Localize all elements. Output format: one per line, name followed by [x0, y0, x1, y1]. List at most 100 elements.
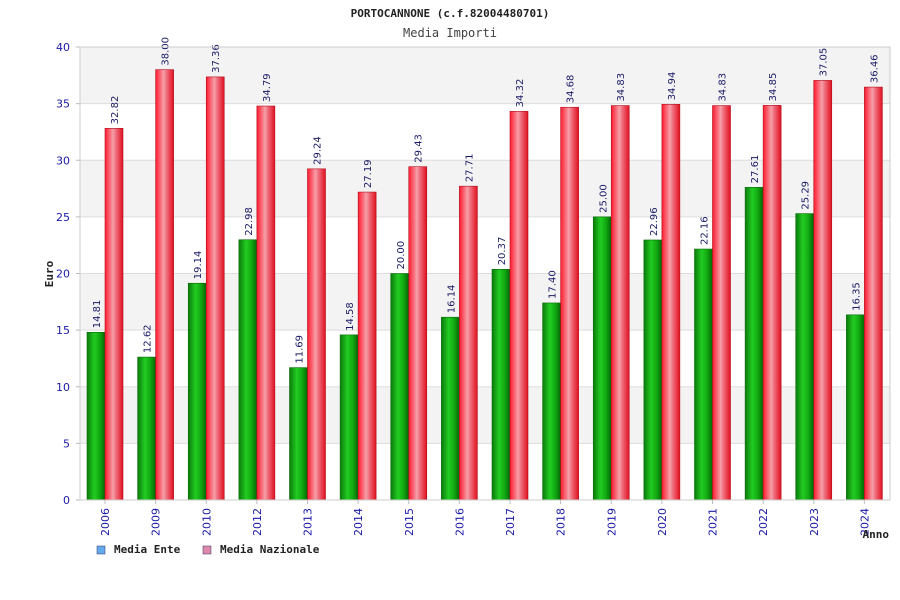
value-label-media-ente-2015: 20.00 [396, 241, 407, 270]
x-tick-label-2016: 2016 [453, 508, 466, 536]
bar-media-ente-2013 [289, 367, 308, 501]
y-axis-title: Euro [43, 260, 56, 287]
value-label-media-nazionale-2010: 37.36 [211, 44, 222, 73]
y-axis-ticks: 0 5 10 15 20 25 30 35 40 [56, 41, 80, 507]
value-label-media-ente-2019: 25.00 [598, 184, 609, 213]
value-label-media-ente-2020: 22.96 [649, 207, 660, 236]
value-label-media-nazionale-2021: 34.83 [718, 73, 729, 102]
bar-media-ente-2012 [238, 239, 258, 501]
y-tick-label-0: 0 [63, 494, 70, 507]
bar-media-ente-2017 [491, 269, 511, 501]
bar-media-nazionale-2024 [864, 86, 883, 501]
bar-media-nazionale-2014 [357, 191, 377, 501]
x-tick-label-2021: 2021 [707, 508, 720, 536]
value-label-media-nazionale-2009: 38.00 [161, 37, 172, 66]
x-tick-label-2017: 2017 [504, 508, 517, 536]
bar-media-nazionale-2021 [712, 105, 731, 501]
bar-media-nazionale-2019 [610, 105, 630, 501]
bar-media-nazionale-2013 [307, 168, 326, 501]
y-tick-label-40: 40 [56, 41, 70, 54]
y-tick-label-20: 20 [56, 268, 70, 281]
x-tick-label-2018: 2018 [555, 508, 568, 536]
value-label-media-nazionale-2013: 29.24 [313, 136, 324, 165]
bar-media-nazionale-2006 [104, 128, 124, 501]
legend: Media Ente Media Nazionale [96, 543, 320, 556]
x-tick-label-2022: 2022 [757, 508, 770, 536]
bar-media-ente-2024 [846, 314, 865, 501]
x-tick-label-2023: 2023 [808, 508, 821, 536]
value-label-media-ente-2014: 14.58 [345, 302, 356, 331]
bar-media-nazionale-2023 [813, 80, 833, 501]
x-tick-label-2013: 2013 [302, 508, 315, 536]
x-tick-label-2019: 2019 [605, 508, 618, 536]
x-tick-label-2014: 2014 [352, 508, 365, 536]
value-label-media-ente-2006: 14.81 [92, 300, 103, 329]
value-label-media-ente-2021: 22.16 [700, 216, 711, 245]
value-label-media-nazionale-2014: 27.19 [363, 159, 374, 188]
y-tick-label-35: 35 [56, 98, 70, 111]
y-tick-label-30: 30 [56, 154, 70, 167]
bar-media-nazionale-2020 [661, 104, 681, 501]
x-tick-label-2024: 2024 [858, 508, 871, 536]
value-label-media-ente-2022: 27.61 [750, 155, 761, 184]
value-label-media-ente-2018: 17.40 [548, 270, 559, 299]
value-label-media-ente-2013: 11.69 [295, 335, 306, 364]
bar-media-nazionale-2009 [155, 69, 174, 501]
bar-media-nazionale-2015 [408, 166, 428, 501]
y-tick-label-25: 25 [56, 211, 70, 224]
chart-subtitle: Media Importi [403, 26, 497, 40]
bar-media-ente-2020 [643, 239, 663, 501]
value-label-media-ente-2017: 20.37 [497, 237, 508, 266]
value-label-media-ente-2010: 19.14 [193, 251, 204, 280]
value-label-media-ente-2023: 25.29 [801, 181, 812, 210]
bar-media-ente-2006 [86, 331, 106, 501]
bar-media-ente-2009 [137, 356, 156, 501]
x-tick-label-2020: 2020 [656, 508, 669, 536]
value-label-media-nazionale-2022: 34.85 [768, 73, 779, 102]
bar-media-ente-2015 [390, 273, 410, 501]
value-label-media-ente-2016: 16.14 [446, 285, 457, 314]
bar-media-ente-2022 [744, 187, 764, 501]
value-label-media-ente-2009: 12.62 [143, 324, 154, 353]
x-axis-ticks: 2006 2009 2010 2012 2013 2014 2015 2016 2017 2018… [99, 500, 871, 536]
y-tick-label-5: 5 [63, 437, 70, 450]
bar-media-nazionale-2010 [205, 76, 225, 501]
bar-media-ente-2018 [542, 302, 561, 501]
y-tick-label-10: 10 [56, 381, 70, 394]
x-tick-label-2010: 2010 [200, 508, 213, 536]
bar-media-ente-2021 [694, 248, 713, 501]
legend-label-media-nazionale: Media Nazionale [220, 543, 320, 556]
value-label-media-ente-2024: 16.35 [851, 282, 862, 311]
legend-label-media-ente: Media Ente [114, 543, 181, 556]
legend-swatch-media-nazionale [202, 545, 212, 555]
bar-media-ente-2016 [441, 316, 460, 501]
x-tick-label-2006: 2006 [99, 508, 112, 536]
value-label-media-ente-2012: 22.98 [244, 207, 255, 236]
value-label-media-nazionale-2024: 36.46 [869, 54, 880, 83]
bar-media-nazionale-2012 [256, 105, 276, 501]
value-label-media-nazionale-2006: 32.82 [110, 96, 121, 125]
bar-media-ente-2010 [187, 282, 207, 501]
bar-media-nazionale-2022 [762, 105, 782, 501]
value-label-media-nazionale-2015: 29.43 [414, 134, 425, 163]
x-tick-label-2015: 2015 [403, 508, 416, 536]
value-label-media-nazionale-2012: 34.79 [262, 73, 273, 102]
value-label-media-nazionale-2017: 34.32 [515, 79, 526, 108]
bar-media-nazionale-2017 [509, 111, 529, 501]
bar-media-ente-2019 [592, 216, 612, 501]
chart-title: PORTOCANNONE (c.f.82004480701) [351, 7, 550, 20]
value-label-media-nazionale-2019: 34.83 [616, 73, 627, 102]
value-labels: 14.81 32.82 12.62 38.00 19.14 37.36 22.98 34.79… [92, 37, 880, 364]
bar-media-nazionale-2018 [560, 106, 579, 501]
value-label-media-nazionale-2020: 34.94 [667, 72, 678, 101]
bar-media-nazionale-2016 [459, 185, 478, 501]
x-tick-label-2009: 2009 [150, 508, 163, 536]
legend-swatch-media-ente [96, 545, 106, 555]
x-axis-title: Anno [863, 528, 890, 541]
value-label-media-nazionale-2023: 37.05 [819, 48, 830, 77]
bar-media-ente-2014 [339, 334, 359, 501]
bar-media-ente-2023 [795, 213, 815, 501]
y-tick-label-15: 15 [56, 324, 70, 337]
value-label-media-nazionale-2016: 27.71 [464, 154, 475, 183]
